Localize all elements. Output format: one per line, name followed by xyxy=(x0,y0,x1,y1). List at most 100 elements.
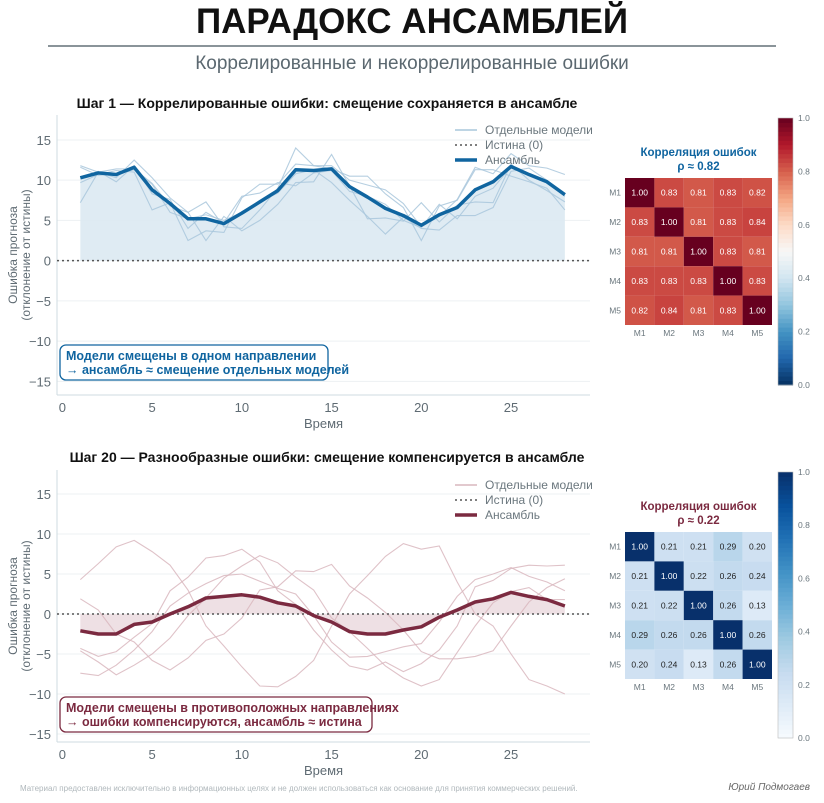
colorbar-segment xyxy=(778,215,793,221)
heatmap-cell xyxy=(654,295,684,325)
colorbar-segment xyxy=(778,131,793,137)
heatmap-value: 0.83 xyxy=(720,305,737,315)
colorbar-segment xyxy=(778,689,793,695)
heatmap-row-label: M2 xyxy=(609,571,621,581)
heatmap-value: 0.26 xyxy=(720,601,737,611)
heatmap-cell xyxy=(625,590,655,621)
colorbar-segment xyxy=(778,587,793,593)
heatmap-row-label: M3 xyxy=(609,601,621,611)
heatmap-value: 0.26 xyxy=(690,630,707,640)
colorbar-segment xyxy=(778,158,793,163)
heatmap-value: 0.13 xyxy=(749,601,766,611)
colorbar-segment xyxy=(778,702,793,708)
heatmap-cell xyxy=(713,561,743,591)
colorbar-segment xyxy=(778,224,793,230)
colorbar-segment xyxy=(778,202,793,208)
colorbar-segment xyxy=(778,122,793,128)
heatmap-subtitle: ρ ≈ 0.22 xyxy=(677,515,719,527)
heatmap-cell xyxy=(713,620,743,650)
heatmap-row-label: M1 xyxy=(609,188,621,198)
colorbar xyxy=(777,471,794,739)
colorbar-segment xyxy=(778,706,793,712)
heatmap-cell xyxy=(713,236,743,267)
y-tick-label: 5 xyxy=(44,213,51,228)
heatmap-cell xyxy=(654,561,684,591)
heatmap-value: 0.83 xyxy=(661,188,678,198)
y-tick-label: 15 xyxy=(37,133,51,148)
colorbar-segment xyxy=(778,309,793,315)
colorbar-segment xyxy=(778,520,793,526)
heatmap-col-label: M4 xyxy=(722,328,734,338)
heatmap-cell xyxy=(625,561,655,591)
heatmap-cell xyxy=(713,207,743,237)
annotation-box xyxy=(59,344,329,381)
colorbar-segment xyxy=(778,609,793,615)
heatmap-col-label: M4 xyxy=(722,682,734,692)
heatmap-cell xyxy=(742,266,772,296)
colorbar-segment xyxy=(778,605,793,610)
colorbar-segment xyxy=(778,238,793,244)
colorbar-segment xyxy=(778,693,793,699)
colorbar-segment xyxy=(778,529,793,535)
heatmap-value: 0.81 xyxy=(690,217,707,227)
heatmap-row-label: M3 xyxy=(609,247,621,257)
colorbar-segment xyxy=(778,149,793,155)
heatmap-cell xyxy=(683,590,714,621)
y-tick-label: −10 xyxy=(29,334,51,349)
heatmap-value: 0.82 xyxy=(749,188,766,198)
heatmap-value: 0.81 xyxy=(661,247,678,257)
colorbar-segment xyxy=(778,720,793,726)
colorbar-segment xyxy=(778,358,793,364)
colorbar-segment xyxy=(778,653,793,659)
colorbar-segment xyxy=(778,480,793,486)
colorbar-segment xyxy=(778,273,793,279)
colorbar-segment xyxy=(778,582,793,588)
heatmap-cell xyxy=(654,207,684,237)
heatmap-col-label: M2 xyxy=(663,682,675,692)
ensemble-line xyxy=(80,590,566,636)
x-axis-label: Время xyxy=(304,763,343,778)
colorbar-segment xyxy=(778,591,793,597)
colorbar-segment xyxy=(778,278,793,284)
heatmap-cell xyxy=(742,532,772,562)
y-tick-label: −5 xyxy=(36,294,51,309)
model-line-3 xyxy=(80,548,565,673)
colorbar-segment xyxy=(778,322,793,328)
colorbar-segment xyxy=(778,507,793,513)
heatmap-cell xyxy=(683,532,714,562)
legend-label: Отдельные модели xyxy=(485,123,593,137)
colorbar-tick-label: 0.6 xyxy=(798,220,810,230)
heatmap-value: 1.00 xyxy=(720,276,737,286)
heatmap-cell xyxy=(742,236,772,267)
colorbar-segment xyxy=(778,503,793,508)
heatmap-cell xyxy=(742,620,772,650)
y-tick-label: 10 xyxy=(37,173,51,188)
subtitle: Коррелированные и некоррелированные ошиб… xyxy=(195,53,629,74)
heatmap-value: 0.24 xyxy=(661,659,678,669)
heatmap-value: 0.21 xyxy=(631,601,648,611)
colorbar-segment xyxy=(778,175,793,181)
heatmap-value: 1.00 xyxy=(661,571,678,581)
heatmap-cell xyxy=(654,620,684,650)
heatmap-cell xyxy=(654,649,684,679)
heatmap-col-label: M1 xyxy=(634,328,646,338)
colorbar-segment xyxy=(778,255,793,261)
colorbar-segment xyxy=(778,498,793,504)
heatmap-row-label: M4 xyxy=(609,276,621,286)
colorbar-segment xyxy=(778,367,793,373)
heatmap-value: 0.20 xyxy=(749,542,766,552)
y-tick-label: −10 xyxy=(29,687,51,702)
x-tick-label: 5 xyxy=(148,747,155,762)
heatmap-cell xyxy=(654,590,684,621)
ensemble-fill-area xyxy=(80,166,565,261)
y-tick-label: 0 xyxy=(44,607,51,622)
y-axis-label-sub: (отклонение от истины) xyxy=(19,540,33,671)
heatmap-row-label: M4 xyxy=(609,630,621,640)
colorbar-segment xyxy=(778,300,793,306)
colorbar-segment xyxy=(778,733,793,739)
model-line-2 xyxy=(80,563,566,671)
colorbar-segment xyxy=(778,198,793,204)
colorbar-segment xyxy=(778,494,793,500)
heatmap-title: Корреляция ошибок xyxy=(640,501,756,513)
colorbar-segment xyxy=(778,516,793,522)
